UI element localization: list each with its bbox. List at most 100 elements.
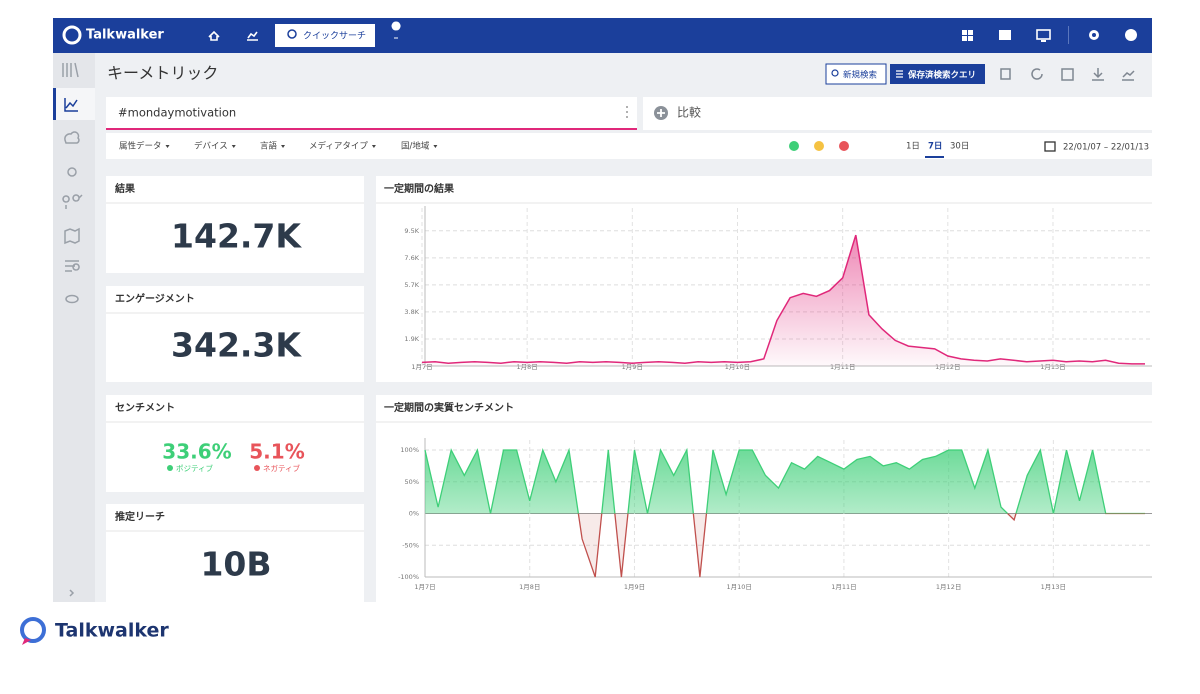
- query-underline: [106, 128, 637, 130]
- top-nav: [53, 18, 1152, 53]
- dropdown-caret: [371, 145, 376, 148]
- line-positive: [424, 447, 1145, 514]
- x-tick-label: 1月8日: [519, 583, 540, 591]
- positive-label: ポジティブ: [176, 463, 214, 473]
- x-tick-label: 1月9日: [624, 583, 645, 591]
- y-tick-label: 5.7K: [404, 281, 419, 289]
- y-tick-label: 9.5K: [404, 227, 419, 235]
- logo-icon: [62, 25, 82, 45]
- card-title: 結果: [115, 182, 136, 195]
- list-icon: [896, 70, 903, 78]
- chart-title: 一定期間の実質センチメント: [384, 401, 514, 414]
- range-option[interactable]: 7日: [928, 142, 942, 152]
- card-title: 推定リーチ: [115, 510, 165, 523]
- y-tick-label: 50%: [405, 478, 419, 486]
- compare-box[interactable]: [643, 97, 1152, 130]
- y-tick-label: 7.6K: [404, 254, 419, 262]
- negative-label: ネガティブ: [263, 463, 301, 473]
- x-tick-label: 1月13日: [1040, 363, 1065, 371]
- x-tick-label: 1月7日: [411, 363, 432, 371]
- dropdown-caret: [281, 145, 286, 148]
- card-value: 142.7K: [171, 217, 302, 256]
- y-tick-label: -100%: [398, 573, 419, 581]
- card: [106, 395, 364, 492]
- quick-search-label: クイックサーチ: [303, 31, 366, 42]
- x-tick-label: 1月12日: [936, 583, 961, 591]
- saved-queries-button[interactable]: [890, 64, 985, 84]
- toolbar-icons[interactable]: [1000, 68, 1135, 81]
- brand[interactable]: Talkwalker: [86, 28, 164, 43]
- calendar-icon[interactable]: [1044, 141, 1056, 152]
- x-tick-label: 1月13日: [1041, 583, 1066, 591]
- new-search-icon: [831, 69, 839, 77]
- y-tick-label: -50%: [402, 541, 419, 549]
- chart-panel: [376, 176, 1152, 382]
- query-menu[interactable]: [626, 106, 628, 118]
- x-tick-label: 1月12日: [935, 363, 960, 371]
- footer-logo-tail: [22, 638, 31, 645]
- area-positive: [425, 450, 1145, 514]
- dropdown-caret: [231, 145, 236, 148]
- add-plus: [657, 109, 665, 117]
- idea-icon[interactable]: [391, 21, 401, 39]
- neutral-filter[interactable]: [814, 141, 824, 151]
- compare-label: 比較: [677, 105, 701, 120]
- y-tick-label: 100%: [400, 446, 419, 454]
- sidebar-icons[interactable]: [62, 62, 83, 597]
- query-text: #mondaymotivation: [118, 106, 236, 120]
- quick-search[interactable]: [275, 24, 375, 47]
- card-title: センチメント: [115, 402, 175, 414]
- footer-brand: Talkwalker: [55, 620, 169, 642]
- range-selected: [925, 156, 944, 158]
- filter-dropdown[interactable]: 言語: [260, 141, 278, 152]
- page-title: キーメトリック: [107, 64, 218, 83]
- range-option[interactable]: 30日: [950, 142, 969, 152]
- card-title: エンゲージメント: [115, 292, 195, 305]
- home-icon[interactable]: [208, 30, 220, 41]
- dropdown-caret: [433, 145, 438, 148]
- range-option[interactable]: 1日: [906, 142, 920, 152]
- positive-filter[interactable]: [789, 141, 799, 151]
- query-box[interactable]: [106, 97, 637, 130]
- y-tick-label: 3.8K: [404, 308, 419, 316]
- x-tick-label: 1月11日: [830, 363, 855, 371]
- positive-icon: [167, 465, 173, 471]
- dropdown-caret: [165, 145, 170, 148]
- saved-queries-label: 保存済検索クエリ: [907, 70, 976, 81]
- date-range[interactable]: 22/01/07 – 22/01/13: [1063, 143, 1149, 153]
- x-tick-label: 1月8日: [517, 363, 538, 371]
- x-tick-label: 1月9日: [622, 363, 643, 371]
- positive-value: 33.6%: [162, 440, 231, 464]
- trend-icon[interactable]: [247, 31, 258, 41]
- filter-bar: [106, 133, 1152, 159]
- search-icon: [287, 29, 297, 39]
- card: [106, 176, 364, 273]
- sidebar: [53, 53, 95, 602]
- filter-dropdown[interactable]: 国/地域: [401, 141, 430, 152]
- card: [106, 286, 364, 382]
- filter-dropdown[interactable]: 属性データ: [119, 141, 162, 152]
- y-tick-label: 0%: [409, 510, 419, 518]
- line: [421, 234, 1145, 365]
- negative-filter[interactable]: [839, 141, 849, 151]
- card-value: 342.3K: [171, 326, 302, 365]
- chart-title: 一定期間の結果: [384, 182, 455, 195]
- negative-value: 5.1%: [249, 440, 304, 464]
- sidebar-active-bar: [53, 88, 56, 120]
- footer-logo-icon: [20, 617, 46, 643]
- y-tick-label: 1.9K: [404, 335, 419, 343]
- x-tick-label: 1月7日: [414, 583, 435, 591]
- new-search-button[interactable]: [825, 63, 887, 85]
- x-tick-label: 1月10日: [725, 363, 750, 371]
- area: [422, 235, 1145, 366]
- new-search-label: 新規検索: [843, 70, 877, 81]
- x-tick-label: 1月11日: [831, 583, 856, 591]
- negative-icon: [254, 465, 260, 471]
- filter-dropdown[interactable]: デバイス: [194, 141, 228, 152]
- nav-right-icons[interactable]: [962, 26, 1137, 44]
- x-tick-label: 1月10日: [726, 583, 751, 591]
- card: [106, 504, 364, 602]
- card-value: 10B: [200, 545, 271, 584]
- filter-dropdown[interactable]: メディアタイプ: [309, 141, 368, 152]
